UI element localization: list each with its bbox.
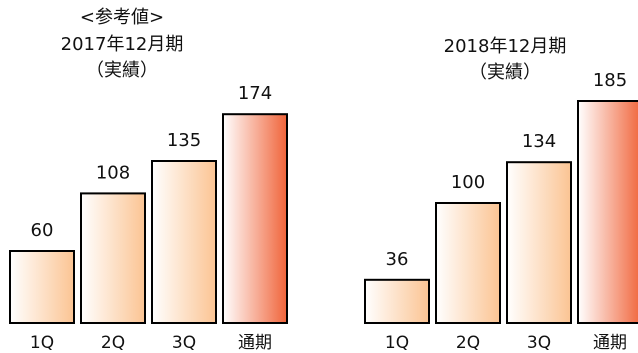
data-label: 174 — [238, 83, 272, 104]
chart-title-line: <参考値> — [80, 7, 164, 28]
category-label: 3Q — [527, 333, 551, 353]
bar-通期 — [577, 100, 638, 324]
bar-chart-1: <参考値> 2017年12月期 （実績） 60 1Q 108 2Q 135 3Q 174 通期 — [9, 7, 288, 353]
bar-2Q — [80, 192, 146, 324]
data-label: 134 — [522, 131, 556, 152]
chart-title-line: 2018年12月期 — [444, 36, 567, 57]
category-label: 1Q — [385, 333, 409, 353]
bar-2Q — [435, 202, 501, 324]
bar-1Q — [364, 278, 430, 324]
data-label: 108 — [96, 162, 130, 183]
bar-chart-2: 2018年12月期 （実績） 36 1Q 100 2Q 134 3Q 185 通期 — [364, 36, 638, 353]
category-label: 2Q — [101, 333, 125, 353]
category-label: 1Q — [30, 333, 54, 353]
data-label: 60 — [31, 220, 54, 241]
bar-1Q — [9, 250, 75, 324]
chart-title-line: （実績） — [86, 60, 158, 81]
data-label: 135 — [167, 130, 201, 151]
bar-3Q — [506, 161, 572, 324]
chart-title-line: 2017年12月期 — [61, 34, 184, 55]
category-label: 通期 — [238, 333, 272, 353]
data-label: 185 — [593, 70, 627, 91]
bar-通期 — [222, 113, 288, 324]
category-label: 3Q — [172, 333, 196, 353]
chart-title-line: （実績） — [469, 62, 541, 83]
data-label: 100 — [451, 172, 485, 193]
category-label: 2Q — [456, 333, 480, 353]
category-label: 通期 — [593, 333, 627, 353]
data-label: 36 — [386, 249, 409, 270]
bar-3Q — [151, 160, 217, 324]
